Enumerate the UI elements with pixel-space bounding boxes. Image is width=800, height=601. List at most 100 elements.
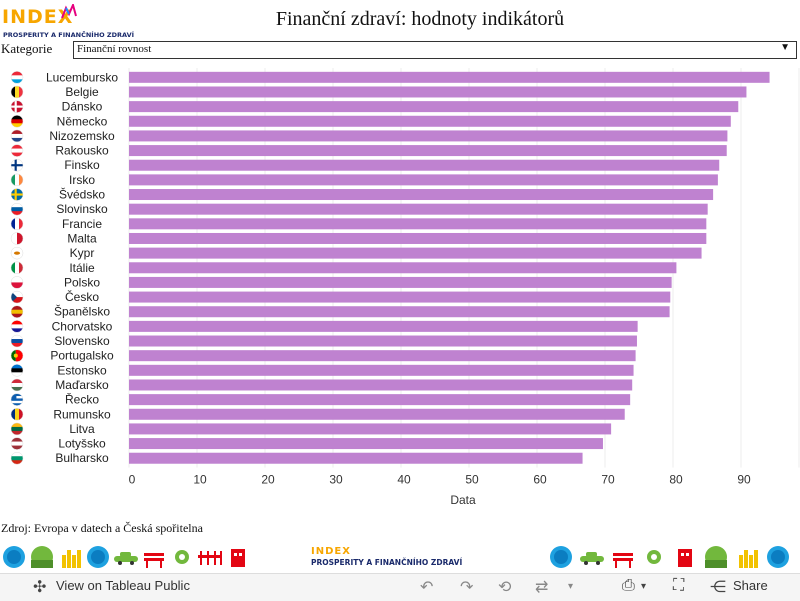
chevron-down-icon[interactable]: ▾ xyxy=(568,581,574,592)
flag-icon xyxy=(10,261,24,275)
bar[interactable] xyxy=(129,320,638,332)
bar[interactable] xyxy=(129,262,677,274)
x-tick-label: 20 xyxy=(261,473,275,487)
y-tick-label: Irsko xyxy=(69,173,95,187)
planet-icon xyxy=(3,546,25,568)
flag-icon xyxy=(10,349,24,362)
x-tick-label: 80 xyxy=(669,473,683,487)
flag-icon xyxy=(10,451,24,465)
building-icon xyxy=(678,549,692,567)
bench-icon xyxy=(613,553,633,568)
y-tick-label: Finsko xyxy=(64,158,100,172)
bar[interactable] xyxy=(129,218,707,230)
bar[interactable] xyxy=(129,130,728,142)
x-tick-label: 40 xyxy=(397,473,411,487)
x-tick-label: 70 xyxy=(601,473,615,487)
bar[interactable] xyxy=(129,438,603,450)
fullscreen-icon[interactable]: ⛶ xyxy=(673,577,685,594)
bar[interactable] xyxy=(129,115,731,127)
x-tick-label: 30 xyxy=(329,473,343,487)
banner-logo-word: INDEX xyxy=(311,546,351,557)
y-tick-label: Maďarsko xyxy=(55,378,109,392)
flag-icon xyxy=(10,217,24,231)
source-note: Zdroj: Evropa v datech a Česká spořiteln… xyxy=(1,521,203,535)
y-tick-label: Lotyšsko xyxy=(58,437,106,451)
chevron-down-icon[interactable]: ▼ xyxy=(780,42,790,53)
redo-icon[interactable]: ↷ xyxy=(460,579,474,596)
chevron-down-icon[interactable]: ▾ xyxy=(641,581,647,592)
tree-icon xyxy=(705,546,727,568)
x-tick-label: 0 xyxy=(129,473,136,487)
logo-subtitle: PROSPERITY A FINANČNÍHO ZDRAVÍ xyxy=(3,31,135,39)
bar[interactable] xyxy=(129,423,612,435)
bar[interactable] xyxy=(129,189,714,201)
bar[interactable] xyxy=(129,159,720,171)
flag-icon xyxy=(10,232,24,245)
undo-icon[interactable]: ↶ xyxy=(420,579,434,596)
bar[interactable] xyxy=(129,247,702,259)
y-tick-label: Lucembursko xyxy=(46,70,118,84)
flag-icon xyxy=(10,115,24,128)
revert-icon[interactable]: ⟲ xyxy=(498,579,512,596)
bar[interactable] xyxy=(129,101,739,113)
index-logo: INDEX PROSPERITY A FINANČNÍHO ZDRAVÍ xyxy=(2,4,142,40)
y-tick-label: Rakousko xyxy=(55,144,109,158)
x-tick-label: 60 xyxy=(533,473,547,487)
bar[interactable] xyxy=(129,364,634,376)
flag-icon xyxy=(10,290,24,304)
globe-icon xyxy=(550,546,572,568)
car-icon xyxy=(580,552,604,565)
bar[interactable] xyxy=(129,86,747,98)
flag-icon xyxy=(10,144,24,157)
flag-icon xyxy=(10,188,24,201)
download-icon[interactable]: ⎙ xyxy=(622,577,635,594)
flag-icon xyxy=(10,85,24,99)
fence-icon xyxy=(198,551,222,565)
y-tick-label: Španělsko xyxy=(54,304,110,319)
bar[interactable] xyxy=(129,335,637,347)
page-title: Finanční zdraví: hodnoty indikátorů xyxy=(275,8,565,30)
flag-icon xyxy=(10,393,24,406)
car-icon xyxy=(114,552,138,565)
bar[interactable] xyxy=(129,232,707,244)
bar[interactable] xyxy=(129,379,633,391)
bar[interactable] xyxy=(129,452,583,464)
y-tick-label: Malta xyxy=(67,231,97,245)
y-tick-label: Rumunsko xyxy=(53,407,111,421)
y-tick-label: Itálie xyxy=(69,261,95,275)
bench-icon xyxy=(144,553,164,568)
tableau-icon[interactable]: ✣ xyxy=(33,579,47,596)
y-tick-label: Dánsko xyxy=(62,100,103,114)
gear-icon xyxy=(175,550,189,564)
banner-logo-subtitle: PROSPERITY A FINANČNÍHO ZDRAVÍ xyxy=(311,558,463,567)
bar[interactable] xyxy=(129,408,625,420)
y-tick-label: Řecko xyxy=(65,392,99,407)
flag-icon xyxy=(10,378,24,392)
bar[interactable] xyxy=(129,350,636,362)
y-tick-label: Litva xyxy=(69,422,95,436)
y-tick-label: Polsko xyxy=(64,275,100,289)
view-on-tableau-link[interactable]: View on Tableau Public xyxy=(56,578,190,593)
filter-label: Kategorie xyxy=(1,41,53,56)
category-dropdown[interactable]: Finanční rovnost ▼ xyxy=(73,41,797,59)
share-button[interactable]: Share xyxy=(733,578,768,593)
flag-icon xyxy=(10,422,24,436)
bar[interactable] xyxy=(129,145,727,157)
bar[interactable] xyxy=(129,203,708,215)
bar[interactable] xyxy=(129,394,631,406)
tree-icon xyxy=(31,546,53,568)
bar[interactable] xyxy=(129,291,671,303)
y-tick-label: Bulharsko xyxy=(55,451,109,465)
refresh-icon[interactable]: ⇄ xyxy=(535,579,549,596)
y-tick-label: Chorvatsko xyxy=(52,319,113,333)
bar[interactable] xyxy=(129,71,770,83)
flag-icon xyxy=(10,364,24,377)
flag-icon xyxy=(10,129,24,143)
x-tick-label: 90 xyxy=(737,473,751,487)
bar[interactable] xyxy=(129,306,670,318)
bar[interactable] xyxy=(129,174,718,186)
dropdown-value: Finanční rovnost xyxy=(77,43,152,55)
bar[interactable] xyxy=(129,276,672,288)
share-icon[interactable]: ⋲ xyxy=(710,579,726,596)
flag-icon xyxy=(10,158,24,172)
